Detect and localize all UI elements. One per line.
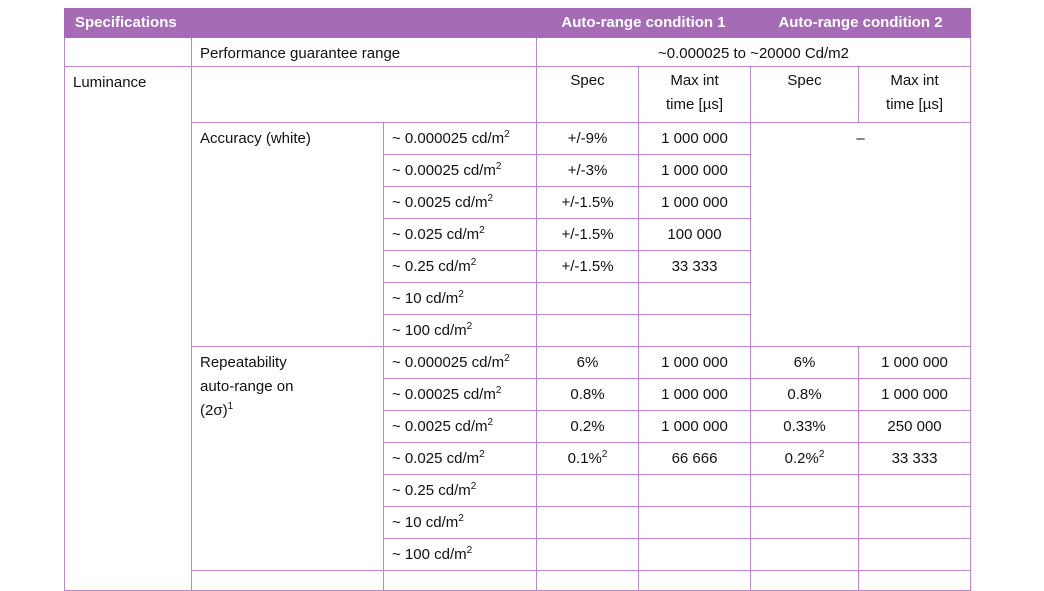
empty-cell (383, 570, 537, 591)
continuation-row (65, 570, 972, 591)
spec2-cell: 0.2%2 (750, 442, 860, 475)
max2-cell: 1 000 000 (858, 346, 972, 379)
spec1-cell: 0.1%2 (536, 442, 639, 475)
accuracy-row: ~ 10 cd/m2 (65, 282, 971, 315)
range-cell: ~ 0.25 cd/m2 (383, 474, 537, 507)
maxint-cell: 1 000 000 (637, 186, 752, 219)
maxint-cell: 1 000 000 (637, 154, 752, 187)
accuracy-row: ~ 0.0025 cd/m2 +/-1.5% 1 000 000 (65, 186, 971, 219)
max1-cell: 1 000 000 (637, 378, 752, 411)
spec2-cell: 6% (750, 346, 860, 379)
maxint-line1: Max int (890, 72, 939, 89)
max2-cell (858, 538, 972, 571)
range-cell: ~ 100 cd/m2 (383, 314, 537, 347)
max2-cell: 250 000 (858, 410, 972, 443)
spec-cell: +/-9% (536, 122, 639, 155)
luminance-label: Luminance (64, 66, 192, 591)
range-cell: ~ 0.25 cd/m2 (383, 250, 537, 283)
maxint-line2: time [µs] (666, 96, 723, 113)
cond1-maxint-header: Max int time [µs] (637, 66, 752, 123)
empty-cell (750, 570, 860, 591)
specifications-table: Specifications Auto-range condition 1 Au… (64, 8, 972, 591)
maxint-line2: time [µs] (886, 96, 944, 113)
range-cell: ~ 0.000025 cd/m2 (383, 122, 537, 155)
spec-cell: +/-1.5% (536, 218, 639, 251)
repeatability-row: ~ 10 cd/m2 (65, 506, 972, 539)
maxint-cell (637, 282, 752, 315)
maxint-line1: Max int (670, 72, 719, 89)
cond2-spec-header: Spec (750, 66, 860, 123)
max2-cell (858, 506, 972, 539)
empty-cell (637, 570, 752, 591)
repeatability-row: Repeatability auto-range on (2σ)1 ~ 0.00… (65, 346, 972, 571)
empty-cell (191, 66, 537, 123)
guarantee-row: Performance guarantee range ~0.000025 to… (64, 37, 972, 67)
spec-cell (536, 314, 639, 347)
spec1-cell: 0.2% (536, 410, 639, 443)
empty-cell (64, 37, 192, 67)
header-row: Specifications Auto-range condition 1 Au… (64, 8, 972, 38)
max1-cell (637, 474, 752, 507)
header-condition-1: Auto-range condition 1 (535, 8, 752, 38)
accuracy-row: ~ 100 cd/m2 (65, 314, 971, 347)
maxint-cell: 1 000 000 (637, 122, 752, 155)
guarantee-value: ~0.000025 to ~20000 Cd/m2 (535, 37, 972, 67)
max1-cell: 66 666 (637, 442, 752, 475)
range-cell: ~ 10 cd/m2 (383, 506, 537, 539)
maxint-cell: 33 333 (637, 250, 752, 283)
range-cell: ~ 10 cd/m2 (383, 282, 537, 315)
empty-cell (536, 570, 639, 591)
range-cell: ~ 0.0025 cd/m2 (383, 186, 537, 219)
range-cell: ~ 100 cd/m2 (383, 538, 537, 571)
range-cell: ~ 0.000025 cd/m2 (383, 346, 537, 379)
range-cell: ~ 0.00025 cd/m2 (383, 378, 537, 411)
spec1-cell (536, 474, 639, 507)
spec1-cell: 6% (536, 346, 639, 379)
cond2-maxint-header: Max int time [µs] (858, 66, 972, 123)
luminance-header-row: Luminance Spec Max int time [µs] Spec Max… (64, 66, 972, 591)
accuracy-row: ~ 0.25 cd/m2 +/-1.5% 33 333 (65, 250, 971, 283)
maxint-cell: 100 000 (637, 218, 752, 251)
accuracy-row: ~ 0.00025 cd/m2 +/-3% 1 000 000 (65, 154, 971, 187)
accuracy-row: ~ 0.025 cd/m2 +/-1.5% 100 000 (65, 218, 971, 251)
spec1-cell: 0.8% (536, 378, 639, 411)
accuracy-cond2-dash: – (750, 122, 972, 347)
range-cell: ~ 0.0025 cd/m2 (383, 410, 537, 443)
spec1-cell (536, 506, 639, 539)
accuracy-label: Accuracy (white) (191, 122, 384, 347)
spec-cell: +/-3% (536, 154, 639, 187)
max2-cell (858, 474, 972, 507)
header-specifications: Specifications (64, 8, 537, 38)
max1-cell (637, 538, 752, 571)
accuracy-row: Accuracy (white) ~ 0.000025 cd/m2 +/-9% … (65, 122, 972, 347)
spec-cell: +/-1.5% (536, 186, 639, 219)
max1-cell: 1 000 000 (637, 410, 752, 443)
max2-cell: 33 333 (858, 442, 972, 475)
range-cell: ~ 0.025 cd/m2 (383, 442, 537, 475)
empty-cell (191, 570, 384, 591)
repeatability-row: ~ 0.00025 cd/m2 0.8% 1 000 000 0.8% 1 00… (65, 378, 972, 411)
guarantee-label: Performance guarantee range (191, 37, 537, 67)
max1-cell (637, 506, 752, 539)
spec-cell (536, 282, 639, 315)
repeatability-row: ~ 0.25 cd/m2 (65, 474, 972, 507)
max1-cell: 1 000 000 (637, 346, 752, 379)
spec1-cell (536, 538, 639, 571)
spec-cell: +/-1.5% (536, 250, 639, 283)
repeatability-label: Repeatability auto-range on (2σ)1 (191, 346, 384, 571)
cond1-spec-header: Spec (536, 66, 639, 123)
maxint-cell (637, 314, 752, 347)
spec2-cell: 0.8% (750, 378, 860, 411)
spec2-cell (750, 506, 860, 539)
header-condition-2: Auto-range condition 2 (750, 8, 972, 38)
spec2-cell: 0.33% (750, 410, 860, 443)
range-cell: ~ 0.025 cd/m2 (383, 218, 537, 251)
spec2-cell (750, 538, 860, 571)
max2-cell: 1 000 000 (858, 378, 972, 411)
empty-cell (858, 570, 972, 591)
range-cell: ~ 0.00025 cd/m2 (383, 154, 537, 187)
spec2-cell (750, 474, 860, 507)
